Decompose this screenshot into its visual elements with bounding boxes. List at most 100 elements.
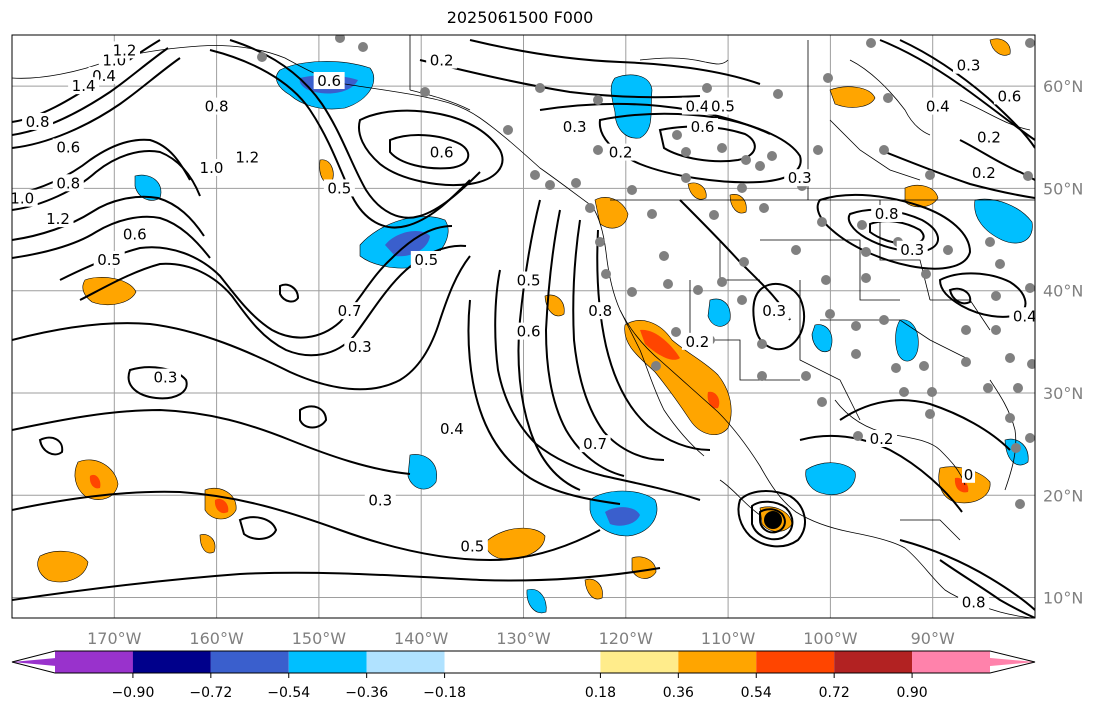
map-frame	[11, 34, 1036, 619]
contour-labels: 0.20.60.41.41.01.20.80.60.81.01.20.81.01…	[12, 41, 1035, 612]
colorbar-segment	[132, 651, 211, 673]
contour-label-background	[784, 169, 816, 187]
colorbar: −0.90 −0.72 −0.54 −0.36 −0.18 0.18 0.36 0.54 0.7…	[11, 650, 1036, 701]
contour-label: 0.5	[517, 271, 541, 289]
contour-label-background	[584, 302, 616, 320]
contour-label: 1.2	[46, 210, 70, 228]
colorbar-segment	[55, 651, 133, 673]
positive-anomaly-area	[829, 86, 876, 108]
contour-label: 0.3	[348, 338, 372, 356]
contour-label: 0.6	[691, 118, 715, 136]
contour-label-background	[973, 128, 1005, 146]
latitude-tick-label: 10°N	[1043, 589, 1083, 608]
colorbar-segment	[912, 651, 1035, 673]
contour-label: 0.3	[957, 57, 981, 75]
contour-label: 0.6	[123, 225, 147, 243]
contour-label: 0.8	[205, 98, 229, 116]
contour-label: 0.5	[711, 98, 735, 116]
cyclone-center-marker	[764, 511, 782, 529]
positive-anomaly-area	[729, 194, 747, 214]
positive-anomaly-area	[594, 197, 629, 229]
contour-label-background	[579, 435, 611, 453]
contour-label-background	[334, 302, 366, 320]
negative-anomaly-area	[811, 324, 833, 353]
contour-label: 0.3	[762, 302, 786, 320]
colorbar-tick-label: −0.54	[267, 685, 310, 701]
positive-anomaly-area	[584, 578, 603, 600]
colorbar-segment	[600, 651, 679, 673]
latitude-tick-label: 20°N	[1043, 486, 1083, 505]
contour-label: 0.6	[430, 144, 454, 162]
colorbar-tick-label: −0.72	[189, 685, 232, 701]
contour-label-background	[149, 368, 181, 386]
longitude-tick-label: 170°W	[87, 629, 142, 648]
contour-label: 0.8	[588, 302, 612, 320]
contour-label-background	[871, 204, 903, 222]
contour-label-background	[866, 430, 898, 448]
map-title: 2025061500 F000	[446, 8, 594, 27]
contour-label-background	[22, 112, 54, 130]
contour-label-background	[52, 174, 84, 192]
latitude-tick-label: 60°N	[1043, 77, 1083, 96]
colorbar-segment	[756, 651, 835, 673]
contour-label: 0.6	[997, 87, 1021, 105]
contour-label-background	[993, 87, 1025, 105]
contour-label: 0.2	[977, 128, 1001, 146]
positive-anomaly-area	[904, 185, 939, 208]
contour-label-background	[758, 302, 790, 320]
contour-label-background	[195, 158, 227, 176]
longitude-tick-label: 120°W	[599, 629, 654, 648]
colorbar-tick-label: 0.90	[896, 685, 927, 701]
contour-label: 0.2	[609, 144, 633, 162]
positive-anomaly-area	[214, 498, 229, 514]
contour-label: 0.8	[56, 174, 80, 192]
contour-label-background	[605, 143, 637, 161]
colorbar-tick-label: 0.54	[741, 685, 772, 701]
contour-label-background	[201, 97, 233, 115]
contour-label: 0.5	[460, 537, 484, 555]
contour-label: 0.7	[583, 435, 607, 453]
contour-label-background	[559, 118, 591, 136]
positive-anomaly-area	[486, 527, 546, 560]
contour-label: 0.2	[430, 52, 454, 70]
contour-label: 0.4	[685, 98, 709, 116]
negative-anomaly-area	[707, 298, 731, 327]
contour-label-background	[119, 225, 151, 243]
longitude-tick-label: 140°W	[394, 629, 449, 648]
contour-label: 0.5	[97, 251, 121, 269]
contour-label: 1.0	[200, 159, 224, 177]
positive-anomaly-area	[82, 277, 137, 305]
longitude-tick-label: 90°W	[911, 629, 955, 648]
contour-label-background	[687, 118, 719, 136]
longitude-tick-label: 150°W	[292, 629, 347, 648]
negative-anomaly-area	[974, 198, 1033, 244]
positive-anomaly-area	[640, 329, 680, 360]
colorbar-segment	[444, 651, 601, 673]
positive-anomaly-area	[707, 391, 720, 409]
contour-label-background	[707, 97, 739, 115]
contour-label-background	[313, 72, 345, 90]
negative-anomaly-area	[895, 319, 919, 362]
positive-anomaly-area	[37, 550, 89, 583]
contour-label: 0.2	[685, 333, 709, 351]
contour-label: 0.8	[962, 594, 986, 612]
contour-label: 0.6	[517, 323, 541, 341]
contour-label-background	[323, 179, 355, 197]
contour-label: 0.3	[563, 118, 587, 136]
colorbar-segment	[678, 651, 757, 673]
contour-label: 1.2	[113, 41, 137, 59]
latitude-tick-label: 50°N	[1043, 179, 1083, 198]
colorbar-tick-label: −0.36	[345, 685, 388, 701]
colorbar-segment	[366, 651, 445, 673]
contour-label-background	[68, 77, 100, 95]
contour-label-background	[364, 491, 396, 509]
contour-label-background	[513, 271, 545, 289]
negative-anomaly-area	[805, 462, 856, 496]
contour-label-background	[436, 419, 468, 437]
longitude-tick-label: 130°W	[496, 629, 551, 648]
contour-label: 0.6	[56, 139, 80, 157]
colorbar-tick-label: −0.90	[111, 685, 154, 701]
contour-label-background	[426, 143, 458, 161]
colorbar-segment	[210, 651, 289, 673]
